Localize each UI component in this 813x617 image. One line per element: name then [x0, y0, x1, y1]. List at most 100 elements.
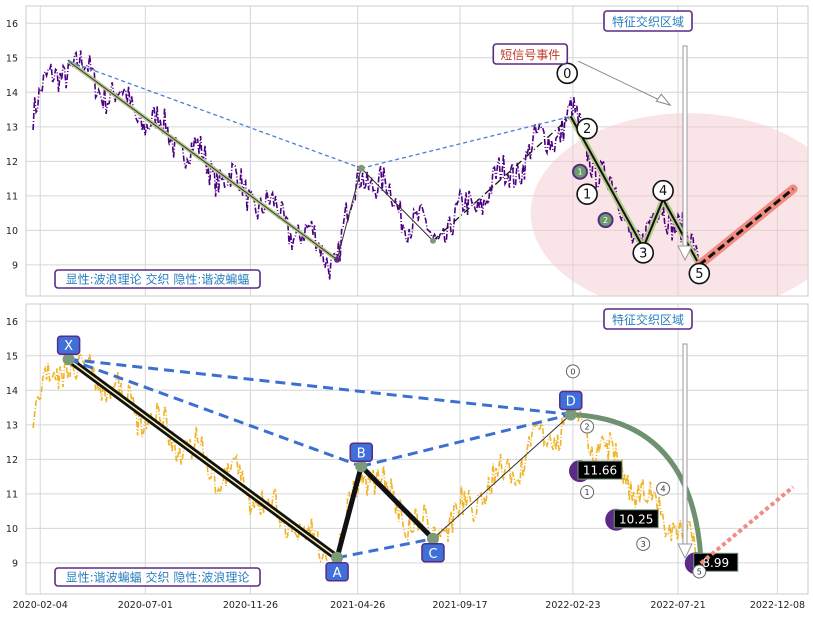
wave-label: 4 [659, 184, 667, 199]
xabcd-label: D [566, 394, 576, 409]
annotation-box [54, 567, 261, 587]
target-box [613, 509, 659, 529]
xabcd-box [421, 543, 445, 563]
harmonic-dashed [68, 357, 362, 468]
wave-label-circle [688, 262, 711, 285]
y-tick-label: 13 [6, 420, 18, 431]
x-tick-label: 2022-12-08 [750, 600, 805, 611]
harmonic-dashed [360, 413, 572, 468]
feature-title: 特征交织区域 [612, 312, 684, 327]
y-tick-label: 15 [6, 351, 18, 362]
price-series [32, 353, 704, 580]
feature-title: 特征交织区域 [612, 14, 684, 29]
harmonic-dashed [68, 357, 571, 416]
wave-label-circle [632, 242, 655, 264]
sub-wave-circle [597, 212, 614, 229]
wave-label: 4 [661, 485, 666, 494]
wave-label: 1 [583, 188, 591, 203]
wave-line [569, 115, 701, 266]
wave-label-circle [576, 117, 598, 140]
signal-box [492, 43, 569, 65]
target-label: 10.25 [619, 512, 653, 526]
wave-label: 2 [585, 423, 590, 432]
xabcd-label: C [428, 547, 437, 562]
xabcd-box [559, 390, 583, 411]
xabcd-box [56, 335, 81, 355]
signal-arrow [578, 60, 671, 106]
plot-content: 0 1 2 3 4 5 1 2 [32, 45, 808, 296]
wave-label: 5 [695, 267, 703, 282]
target-label: 8.99 [702, 556, 729, 570]
y-tick-label: 12 [6, 455, 18, 466]
wave-label-circle [576, 183, 598, 205]
y-tick-label: 11 [6, 191, 18, 202]
x-tick-label: 2020-11-26 [223, 600, 278, 611]
x-tick-label: 2022-07-21 [650, 600, 705, 611]
bc-leg [359, 464, 435, 541]
signal-arrowhead [655, 93, 672, 107]
xabcd-box [349, 442, 373, 463]
wave-label: 3 [639, 246, 647, 261]
pivot-dot [426, 532, 439, 545]
pivot-dot [429, 237, 436, 244]
panel-bottom: 91011121314151611.6610.258.99012345XABCD… [6, 303, 809, 595]
target-label: 11.66 [583, 464, 617, 478]
xabcd-label: X [64, 339, 73, 354]
plot-area [25, 303, 809, 595]
y-tick-label: 14 [6, 88, 18, 99]
annotation-text: 显性:谐波蝙蝠 交织 隐性:波浪理论 [66, 570, 250, 585]
cd-leg [432, 414, 572, 540]
pivot-dot [357, 164, 365, 172]
y-tick-label: 14 [6, 386, 18, 397]
y-tick-label: 11 [6, 489, 18, 500]
feature-arrow-head [677, 245, 693, 262]
sub-wave-circle [572, 163, 589, 180]
y-tick-label: 15 [6, 53, 18, 64]
ab-leg [334, 465, 364, 559]
wave-label-circle [580, 485, 595, 500]
plot-content: 11.66 10.25 8.99 0 1 2 3 4 5 X A B C D [32, 335, 795, 582]
wave-label: 1 [585, 488, 590, 497]
wave-label-circle [692, 564, 707, 579]
y-tick-label: 16 [6, 317, 18, 328]
forecast-line [699, 485, 795, 565]
y-tick-label: 13 [6, 122, 18, 133]
harmonic-dashed [336, 537, 434, 560]
x-tick-label: 2021-04-26 [330, 600, 385, 611]
annotation-text: 显性:波浪理论 交织 隐性:谐波蝙蝠 [66, 272, 250, 287]
wave-label: 0 [570, 367, 575, 376]
x-tick-label: 2020-02-04 [13, 600, 68, 611]
wave-label-circle [580, 419, 595, 434]
wave-line [432, 115, 572, 242]
forecast-line [698, 187, 795, 267]
y-tick-label: 10 [6, 524, 18, 535]
annotation-box [54, 269, 261, 289]
x-tick-label: 2022-02-23 [545, 600, 600, 611]
wave-label: 3 [641, 540, 646, 549]
pivot-dot [334, 256, 341, 263]
wave-label-circle [652, 179, 674, 202]
signal-text: 短信号事件 [500, 48, 560, 62]
xa-leg [68, 358, 338, 559]
pivot-dot [564, 408, 577, 421]
target-box [577, 460, 623, 480]
x-tick-label: 2020-07-01 [118, 600, 173, 611]
sub-wave-label: 1 [577, 168, 582, 177]
xabcd-label: A [333, 566, 342, 581]
feature-title-box [603, 308, 693, 330]
x-tick-label: 2021-09-17 [432, 600, 487, 611]
wave-label-circle [636, 536, 651, 551]
xabcd-label: B [357, 446, 366, 461]
wave-label-circle [656, 481, 671, 496]
pivot-dot [355, 460, 368, 473]
y-tick-label: 10 [6, 226, 18, 237]
feature-arrow-shaft [682, 343, 688, 545]
wave-line [68, 60, 338, 261]
wave-label: 0 [563, 67, 571, 82]
feature-arrow-head [677, 543, 693, 560]
y-tick-label: 16 [6, 19, 18, 30]
feature-title-box [603, 10, 693, 32]
harmonic-line [361, 115, 571, 169]
